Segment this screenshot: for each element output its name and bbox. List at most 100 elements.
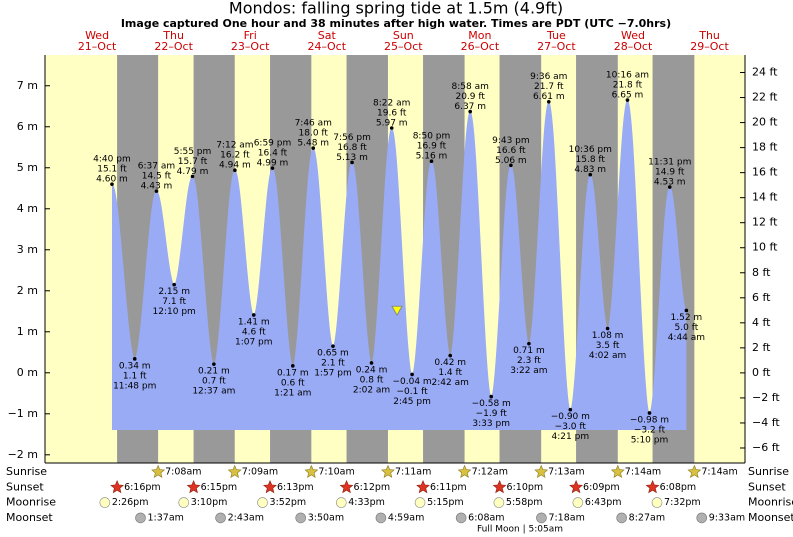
y2-tick-label: 20 ft [752,116,778,129]
astro-icon [645,480,660,494]
tide-label: 16.4 ft [258,149,288,159]
tide-point [331,344,335,348]
y2-tick-label: 2 ft [752,341,771,354]
tide-label: 1:07 pm [235,337,273,347]
astro-time: 6:10pm [507,482,544,493]
tide-label: 9:43 pm [492,136,530,146]
tide-label: 4.53 m [654,178,686,188]
tide-label: 4.60 m [96,175,128,185]
tide-label: 4.94 m [219,161,251,171]
tide-label: 8:50 pm [413,132,451,142]
tide-label: 4:44 am [668,333,705,343]
tide-point [568,407,573,412]
tide-curve [111,99,687,414]
tide-label: 16.6 ft [496,146,526,156]
y2-tick-label: −2 ft [752,391,780,404]
astro-icon [263,480,277,494]
tide-point [625,98,630,102]
y2-tick-label: 16 ft [752,166,778,179]
astro-row-label: Sunset [6,480,44,493]
tide-point [527,341,531,346]
tide-point [270,166,275,170]
y-tick-label: 2 m [17,284,38,297]
tide-label: −3.0 ft [555,422,587,432]
tide-label: 7:46 am [295,119,332,129]
tide-label: 4.83 m [574,165,606,175]
astro-icon [457,464,472,478]
tide-label: 11:48 pm [113,381,156,391]
tide-label: 16.8 ft [337,143,367,153]
y2-tick-label: −6 ft [752,441,780,454]
tide-label: 0.24 m [356,365,388,375]
tide-label: 3.5 ft [596,341,620,351]
tide-point [429,159,434,164]
tide-area-fill [111,100,687,430]
astro-time: 2:26pm [112,497,149,508]
tide-label: 0.6 ft [281,378,305,388]
chart-title: Mondos: falling spring tide at 1.5m (4.9… [229,0,563,18]
tide-label: 2:42 am [432,378,469,388]
astro-row-label: Sunrise [748,465,789,478]
tide-point [233,168,237,173]
tide-label: 4:40 pm [93,155,131,165]
astro-icon [536,512,547,524]
astro-time: 7:14am [625,467,661,478]
y2-tick-label: 10 ft [752,241,778,254]
moon-phase-note: Full Moon | 5:05am [477,525,563,535]
astro-icon [304,464,319,478]
tide-label: 0.17 m [277,368,309,378]
chart-subtitle: Image captured One hour and 38 minutes a… [121,17,671,30]
day-weekday: Fri [244,29,257,42]
tide-label: 11:31 pm [648,158,691,168]
tide-label: 5.48 m [297,139,329,149]
tide-label: 15.7 ft [178,157,208,167]
astro-time: 7:14am [701,467,737,478]
astro-row-label: Moonrise [6,496,56,509]
astro-time: 4:59am [388,512,424,523]
tide-point [410,372,414,377]
tide-label: 1:21 am [274,388,311,398]
tide-point [154,189,159,193]
y2-tick-label: −4 ft [752,416,780,429]
tide-label: 0.8 ft [360,375,384,385]
day-date: 21–Oct [78,40,117,53]
y2-tick-label: 6 ft [752,291,771,304]
tide-label: 0.34 m [119,361,151,371]
y2-tick-label: 8 ft [752,266,771,279]
astro-icon [178,497,190,508]
astro-time: 3:50am [308,512,344,523]
day-date: 23–Oct [231,40,270,53]
tide-label: 5:10 pm [631,435,669,445]
tide-label: 4.43 m [141,182,173,192]
y-tick-label: −2 m [8,448,38,461]
tide-label: 6.37 m [454,102,486,112]
astro-time: 6:16pm [124,482,161,493]
tide-label: 6.65 m [612,91,644,101]
astro-time: 7:18am [548,512,584,523]
y2-tick-label: 24 ft [752,66,778,79]
tide-label: 5.13 m [336,153,368,163]
astro-icon [227,464,242,478]
astro-row-label: Moonset [748,511,793,524]
tide-label: 1:57 pm [314,369,352,379]
astro-time: 9:33am [709,512,745,523]
astro-time: 5:15pm [427,497,464,508]
astro-icon [616,512,627,524]
y-tick-label: −1 m [8,407,38,420]
tide-label: 6.61 m [533,92,565,102]
day-date: 22–Oct [154,40,193,53]
astro-time: 7:32pm [664,497,701,508]
tide-label: 0.65 m [317,349,349,359]
tide-label: 4.6 ft [242,327,266,337]
astro-icon [186,480,201,494]
astro-time: 6:12pm [354,482,391,493]
astro-time: 6:11pm [430,482,467,493]
tide-label: −3.2 ft [634,425,666,435]
day-weekday: Sun [393,29,414,42]
tide-label: 4.79 m [177,167,209,177]
tide-label: −0.90 m [551,412,590,422]
astro-icon [257,497,268,508]
tide-label: 2.15 m [158,287,190,297]
astro-time: 1:37am [148,512,184,523]
tide-label: 1.52 m [671,313,703,323]
